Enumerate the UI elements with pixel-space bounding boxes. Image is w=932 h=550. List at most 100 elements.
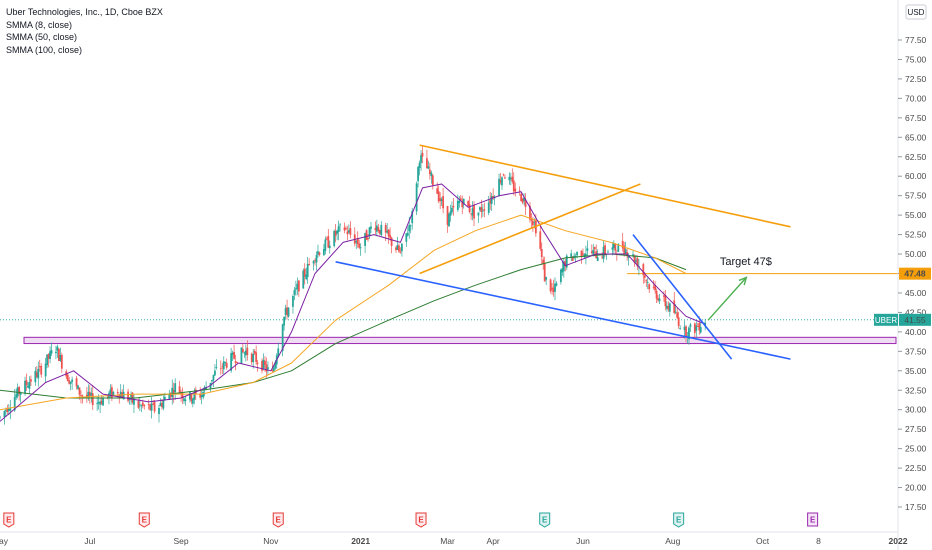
candle-body (118, 394, 121, 398)
candle-body (287, 307, 290, 317)
price-axis[interactable]: 77.50 75.00 72.50 70.00 67.50 65.00 62.50 60.00… (897, 0, 927, 550)
candle-body (468, 204, 471, 213)
candle-body (375, 225, 378, 232)
x-tick-label: Mar (440, 536, 455, 546)
candle-body (40, 365, 43, 375)
y-tick-label: 65.00 (905, 132, 927, 142)
smma50-line (0, 214, 687, 411)
candle-body (19, 392, 22, 395)
earnings-marker: E (673, 512, 685, 528)
candle-body (380, 224, 383, 236)
candle-body (0, 416, 1, 418)
candle-body (255, 352, 258, 363)
candle-body (555, 283, 558, 286)
candle-body (38, 366, 41, 368)
candle-body (256, 362, 259, 364)
candle-body (13, 397, 16, 411)
candle-body (436, 188, 439, 194)
x-tick-label: Jun (576, 536, 590, 546)
candle-body (328, 245, 331, 249)
candle-body (181, 393, 184, 399)
time-axis[interactable]: May Jul Sep Nov 2021 Mar Apr Jun Aug Oct 8 2022 (0, 531, 908, 546)
candle-body (431, 175, 434, 186)
earnings-marker: E (138, 512, 150, 528)
currency-button[interactable]: USD (905, 4, 927, 20)
candle-body (46, 354, 49, 366)
candle-body (215, 367, 218, 368)
candle-body (190, 394, 193, 402)
candle-body (4, 409, 7, 411)
candle-body (492, 196, 495, 199)
candle-body (543, 262, 546, 282)
candles-layer (0, 146, 707, 425)
candle-body (78, 387, 81, 395)
candle-body (55, 351, 57, 354)
y-tick-label: 55.00 (905, 210, 927, 220)
candle-body (509, 177, 512, 179)
candle-body (582, 253, 584, 255)
candle-body (158, 407, 160, 415)
candle-body (149, 404, 152, 410)
candle-body (657, 298, 659, 301)
candle-body (274, 362, 277, 369)
candle-body (590, 251, 593, 253)
candle-body (679, 327, 682, 329)
candle-body (655, 290, 658, 299)
candle-body (648, 284, 651, 290)
candle-body (60, 355, 63, 369)
candle-body (312, 261, 315, 264)
candle-body (202, 391, 205, 398)
candle-body (293, 290, 296, 295)
candle-body (552, 287, 555, 293)
candle-body (306, 263, 309, 277)
candle-body (230, 353, 233, 371)
candle-body (665, 305, 668, 309)
candle-body (205, 387, 207, 390)
candle-body (667, 305, 670, 310)
candle-body (545, 277, 548, 280)
candle-body (570, 253, 573, 258)
candle-body (405, 233, 408, 242)
candle-body (683, 326, 686, 331)
candle-body (601, 256, 604, 258)
candle-body (461, 200, 464, 208)
candle-body (18, 387, 21, 394)
candle-body (643, 275, 646, 278)
candle-body (66, 374, 69, 382)
candle-body (339, 224, 341, 226)
candle-body (222, 361, 225, 370)
y-tick-label: 22.50 (905, 463, 927, 473)
candle-body (191, 398, 194, 404)
candle-body (163, 396, 166, 400)
candle-body (693, 323, 696, 333)
candle-body (409, 225, 412, 227)
candle-body (284, 308, 287, 315)
x-tick-label: Sep (174, 536, 189, 546)
candle-body (143, 405, 146, 407)
candle-body (3, 410, 6, 418)
earnings-marker-shape (3, 512, 15, 528)
earnings-marker-label: E (142, 516, 148, 525)
candle-body (514, 188, 517, 192)
candle-body (262, 359, 265, 369)
earnings-marker-shape (807, 512, 819, 527)
earnings-marker-shape (272, 512, 284, 528)
candle-body (116, 391, 119, 394)
earnings-marker-shape (673, 512, 685, 528)
y-tick-label: 17.50 (905, 502, 927, 512)
candle-body (261, 360, 263, 371)
candle-body (489, 200, 492, 204)
candle-body (583, 254, 586, 258)
candle-body (324, 239, 327, 251)
candle-body (250, 353, 253, 363)
candle-body (612, 243, 615, 249)
candle-body (389, 235, 392, 238)
candle-body (384, 225, 387, 233)
earnings-marker-shape (415, 512, 427, 528)
last-price-tag (899, 313, 931, 326)
candle-body (395, 247, 397, 251)
candle-body (99, 401, 102, 405)
candle-body (611, 247, 614, 250)
candle-body (277, 348, 280, 357)
